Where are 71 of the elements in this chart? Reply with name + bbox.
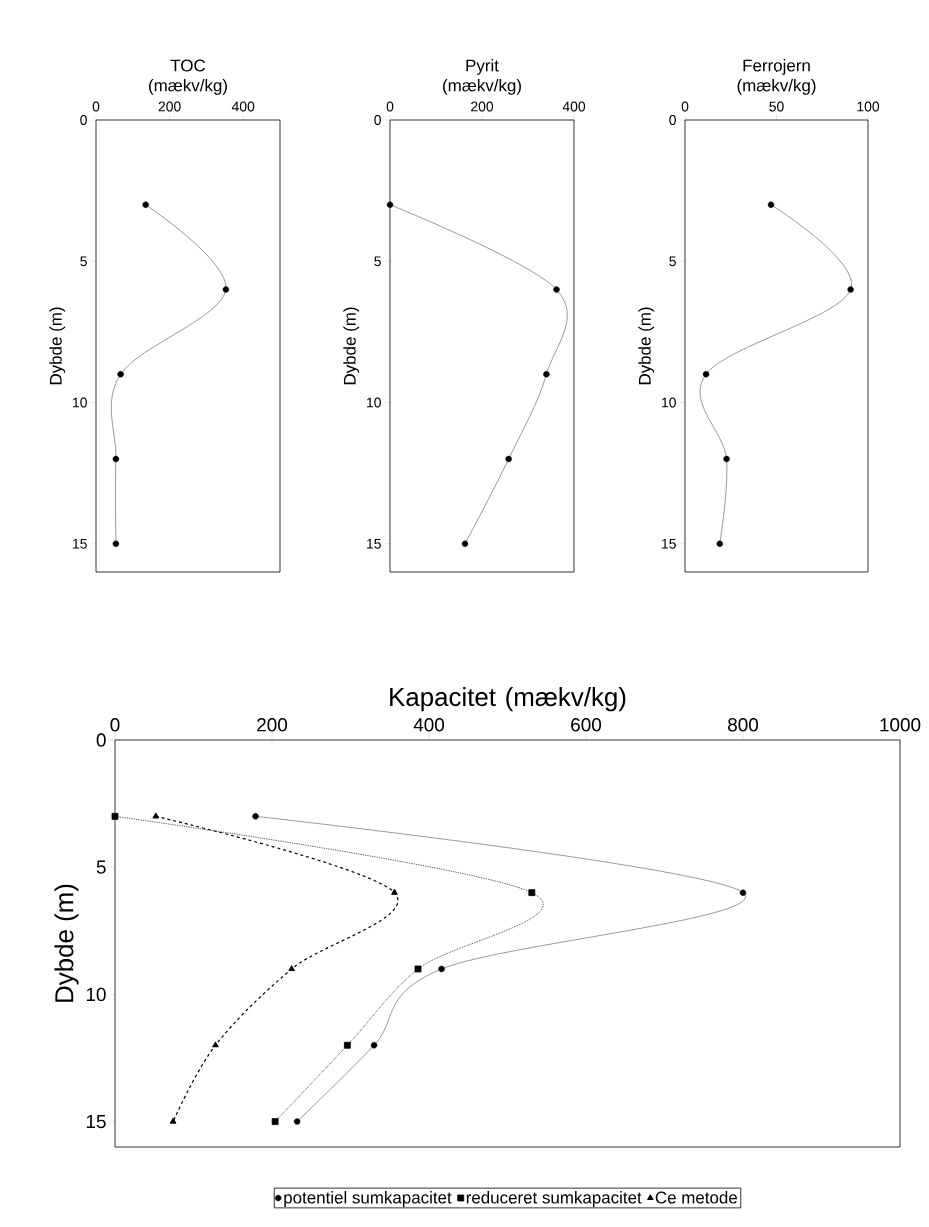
point [288, 965, 295, 972]
point [112, 540, 120, 547]
y-tick-label: 5 [80, 256, 87, 267]
y-axis-title: Dybde (m) [54, 884, 79, 1002]
y-tick-label: 0 [80, 115, 87, 125]
x-tick-label: 400 [231, 101, 255, 112]
y-tick-label: 0 [669, 115, 676, 125]
legend-label: potentiel sumkapacitet [284, 1191, 452, 1207]
x-axis-title: Kapacitet (mækv/kg) [390, 687, 626, 712]
point [723, 455, 730, 463]
x-tick-label: 800 [728, 718, 759, 732]
y-tick-label: 15 [86, 1114, 106, 1129]
x-tick-label: 50 [769, 101, 784, 112]
y-tick-label: 5 [669, 256, 676, 267]
x-tick-label: 0 [386, 101, 394, 112]
y-tick-label: 15 [662, 538, 676, 549]
y-axis-title: Dybde (m) [343, 307, 360, 385]
y-tick-label: 10 [73, 397, 87, 408]
point [438, 965, 445, 973]
y-axis-title: Dybde (m) [49, 307, 66, 385]
point [528, 889, 536, 897]
x-tick-label: 200 [158, 101, 181, 112]
point [391, 889, 398, 895]
legend-label: reduceret sumkapacitet [466, 1191, 642, 1207]
legend-label: Ce metode [655, 1191, 737, 1204]
point [370, 1042, 378, 1049]
x-tick-label: 200 [257, 718, 288, 732]
y-tick-label: 5 [374, 256, 381, 267]
y-tick-label: 10 [86, 987, 106, 1002]
point [847, 286, 854, 293]
point [553, 286, 560, 293]
point [271, 1118, 279, 1125]
y-axis-title: Dybde (m) [638, 307, 655, 385]
point [767, 201, 775, 208]
point [112, 455, 120, 463]
x-axis-title: Ferrojern (mækv/kg) [737, 59, 816, 95]
point [252, 813, 259, 820]
x-tick-label: 400 [413, 718, 445, 732]
point [386, 201, 394, 208]
point [702, 371, 710, 378]
y-tick-label: 15 [73, 538, 87, 549]
point [716, 540, 723, 547]
x-tick-label: 600 [571, 718, 602, 732]
y-tick-label: 0 [96, 733, 106, 747]
x-tick-label: 200 [471, 101, 494, 112]
y-tick-label: 15 [367, 538, 381, 549]
y-tick-label: 10 [662, 397, 676, 408]
point [505, 455, 512, 463]
point [343, 1041, 351, 1049]
y-tick-label: 0 [374, 115, 381, 125]
x-axis-title: Pyrit (mækv/kg) [443, 59, 521, 95]
x-tick-label: 400 [562, 101, 586, 112]
x-tick-label: 0 [110, 718, 120, 732]
y-tick-label: 5 [96, 860, 106, 874]
x-axis-title: TOC (mækv/kg) [149, 59, 227, 95]
y-tick-label: 10 [367, 397, 381, 408]
point [293, 1118, 301, 1125]
point [152, 812, 160, 819]
point [169, 1117, 177, 1124]
x-tick-label: 1000 [880, 718, 921, 732]
point [222, 286, 230, 293]
point [543, 371, 550, 378]
point [212, 1041, 219, 1048]
point [117, 371, 124, 378]
x-tick-label: 0 [681, 101, 689, 112]
point [414, 965, 422, 973]
point [739, 889, 747, 896]
point [111, 812, 119, 820]
point [142, 201, 149, 208]
point [461, 540, 469, 547]
x-tick-label: 100 [857, 101, 880, 112]
